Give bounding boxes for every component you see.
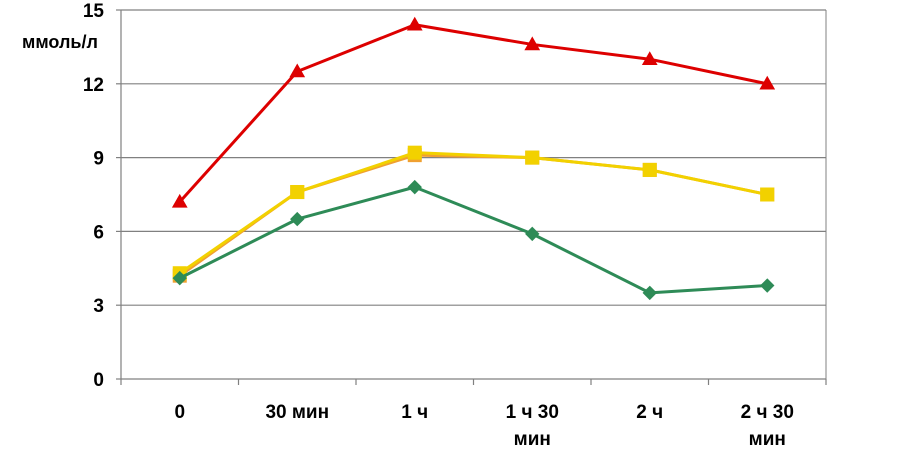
y-axis-unit-label: ммоль/л [22,32,98,52]
y-tick-labels: 0 3 6 9 12 15 [83,1,105,391]
data-point-yellow-5 [760,187,775,202]
x-tick-label: 2 ч 30 [741,402,794,423]
data-point-yellow-4 [642,162,657,177]
x-tick-label: 1 ч [401,402,428,423]
data-point-yellow-3 [525,150,540,165]
y-tick-label: 15 [83,1,105,22]
x-tick-label: 30 мин [265,402,329,423]
series-line-green [179,185,768,295]
series-green [172,179,775,301]
data-point-red-5 [759,75,776,90]
y-tick-label: 6 [93,222,104,243]
data-point-yellow-1 [290,185,305,200]
data-point-green-0 [172,270,187,286]
x-tick-label: мин [749,429,786,450]
data-point-red-3 [524,36,541,51]
series-red [171,16,776,208]
data-point-green-5 [760,278,775,293]
data-point-red-4 [641,51,658,65]
x-tick-label: 0 [174,402,185,423]
data-point-red-1 [289,63,306,78]
y-tick-label: 12 [83,75,104,96]
data-point-green-3 [525,226,540,242]
y-tick-label: 3 [93,296,104,317]
x-tick-label: 1 ч 30 [506,402,559,423]
data-point-green-4 [642,285,657,301]
y-tick-label: 0 [93,370,104,391]
y-tick-label: 9 [93,149,104,170]
x-tick-labels: 0 30 мин 1 ч 1 ч 30 мин 2 ч 2 ч 30 мин [174,402,793,450]
x-tick-label: мин [514,429,551,450]
axes [116,9,827,385]
data-point-red-0 [171,193,188,208]
x-tick-label: 2 ч [636,402,663,423]
data-point-yellow-2 [407,145,422,160]
data-point-red-2 [406,16,423,31]
series-yellow [172,145,775,281]
data-point-green-2 [407,179,422,195]
series-line-orange [178,153,768,277]
data-point-green-1 [290,211,305,227]
series-line-red [178,23,768,203]
series-line-yellow [178,151,768,275]
series-group [171,16,776,301]
